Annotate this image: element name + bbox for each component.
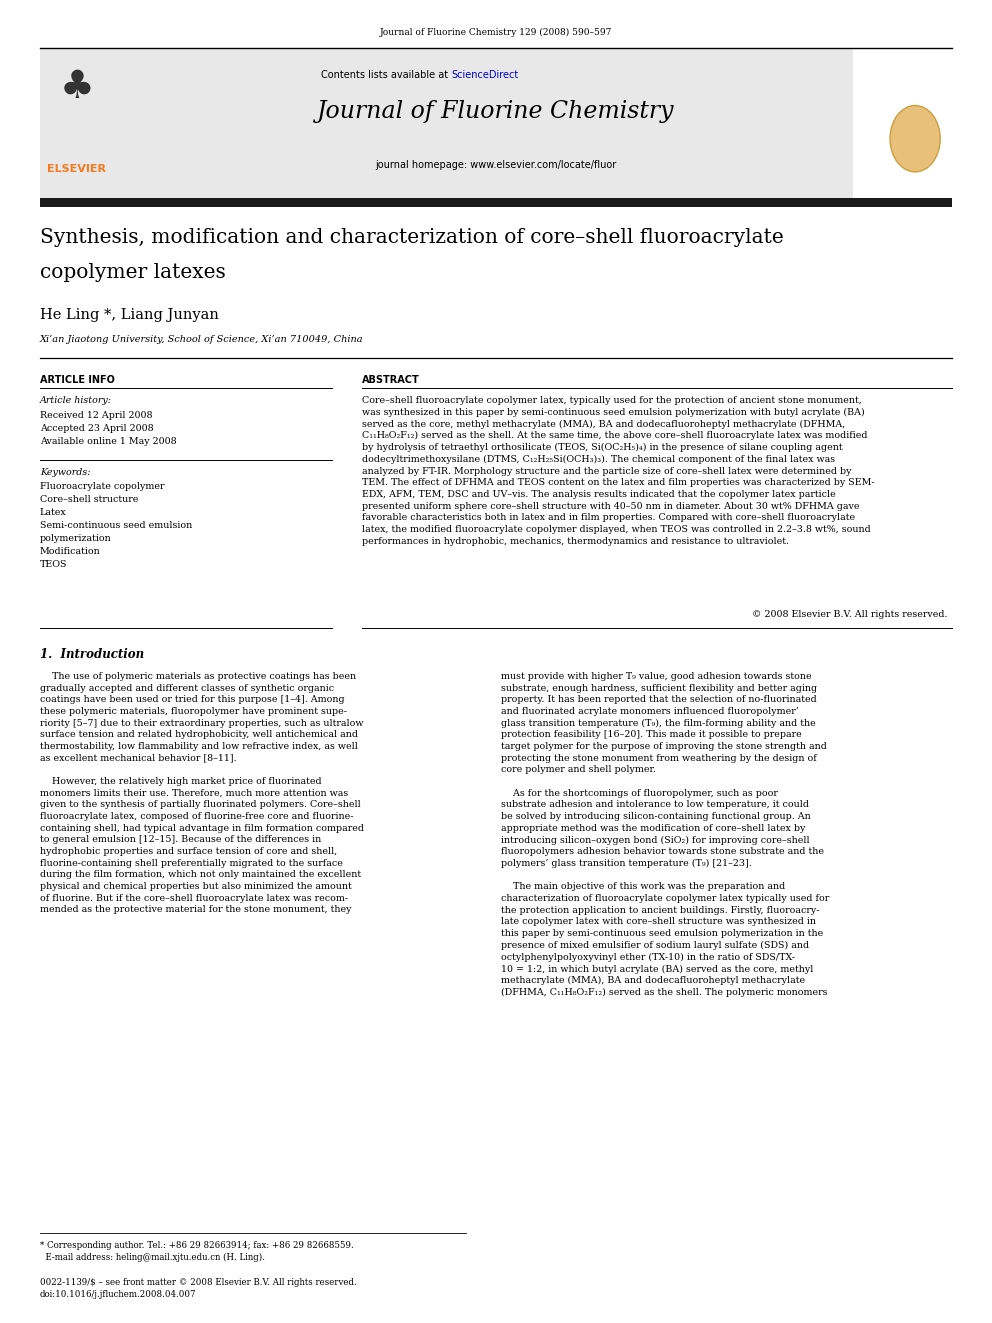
Text: must provide with higher T₉ value, good adhesion towards stone
substrate, enough: must provide with higher T₉ value, good … (501, 672, 829, 998)
Text: He Ling *, Liang Junyan: He Ling *, Liang Junyan (40, 308, 218, 321)
Text: ♣: ♣ (60, 69, 94, 106)
Text: Keywords:: Keywords: (40, 468, 90, 478)
Text: © 2008 Elsevier B.V. All rights reserved.: © 2008 Elsevier B.V. All rights reserved… (752, 610, 947, 619)
Text: ELSEVIER: ELSEVIER (48, 164, 106, 173)
Text: Received 12 April 2008: Received 12 April 2008 (40, 411, 152, 419)
Text: Core–shell structure: Core–shell structure (40, 495, 138, 504)
Bar (40, 198, 952, 206)
Text: The use of polymeric materials as protective coatings has been
gradually accepte: The use of polymeric materials as protec… (40, 672, 364, 914)
Text: Journal of Fluorine Chemistry 129 (2008) 590–597: Journal of Fluorine Chemistry 129 (2008)… (380, 28, 612, 37)
Text: CHEMISTRY: CHEMISTRY (898, 95, 932, 101)
Text: polymerization: polymerization (40, 534, 111, 542)
Text: journal homepage: www.elsevier.com/locate/fluor: journal homepage: www.elsevier.com/locat… (375, 160, 617, 169)
Text: Available online 1 May 2008: Available online 1 May 2008 (40, 437, 177, 446)
Text: Modification: Modification (40, 546, 100, 556)
Bar (40, 48, 853, 198)
Text: 0022-1139/$ – see front matter © 2008 Elsevier B.V. All rights reserved.
doi:10.: 0022-1139/$ – see front matter © 2008 El… (40, 1278, 356, 1299)
Circle shape (890, 106, 940, 172)
Text: JOURNAL OF: JOURNAL OF (898, 57, 932, 62)
Text: Latex: Latex (40, 508, 66, 517)
Text: Xi’an Jiaotong University, School of Science, Xi’an 710049, China: Xi’an Jiaotong University, School of Sci… (40, 335, 363, 344)
Text: 1.  Introduction: 1. Introduction (40, 648, 144, 662)
Text: Journal of Fluorine Chemistry: Journal of Fluorine Chemistry (317, 101, 675, 123)
Text: * Corresponding author. Tel.: +86 29 82663914; fax: +86 29 82668559.
  E-mail ad: * Corresponding author. Tel.: +86 29 826… (40, 1241, 353, 1262)
Text: Synthesis, modification and characterization of core–shell fluoroacrylate: Synthesis, modification and characteriza… (40, 228, 784, 247)
Text: Article history:: Article history: (40, 396, 112, 405)
Text: ABSTRACT: ABSTRACT (362, 374, 420, 385)
Text: ARTICLE INFO: ARTICLE INFO (40, 374, 114, 385)
Text: TEOS: TEOS (40, 560, 67, 569)
Text: ScienceDirect: ScienceDirect (451, 70, 519, 79)
Text: copolymer latexes: copolymer latexes (40, 263, 225, 282)
Text: FLUORINE: FLUORINE (894, 75, 936, 85)
Text: Core–shell fluoroacrylate copolymer latex, typically used for the protection of : Core–shell fluoroacrylate copolymer late… (362, 396, 875, 546)
Text: Contents lists available at: Contents lists available at (321, 70, 451, 79)
Text: Accepted 23 April 2008: Accepted 23 April 2008 (40, 423, 154, 433)
Text: Fluoroacrylate copolymer: Fluoroacrylate copolymer (40, 482, 165, 491)
Text: Semi-continuous seed emulsion: Semi-continuous seed emulsion (40, 521, 191, 531)
